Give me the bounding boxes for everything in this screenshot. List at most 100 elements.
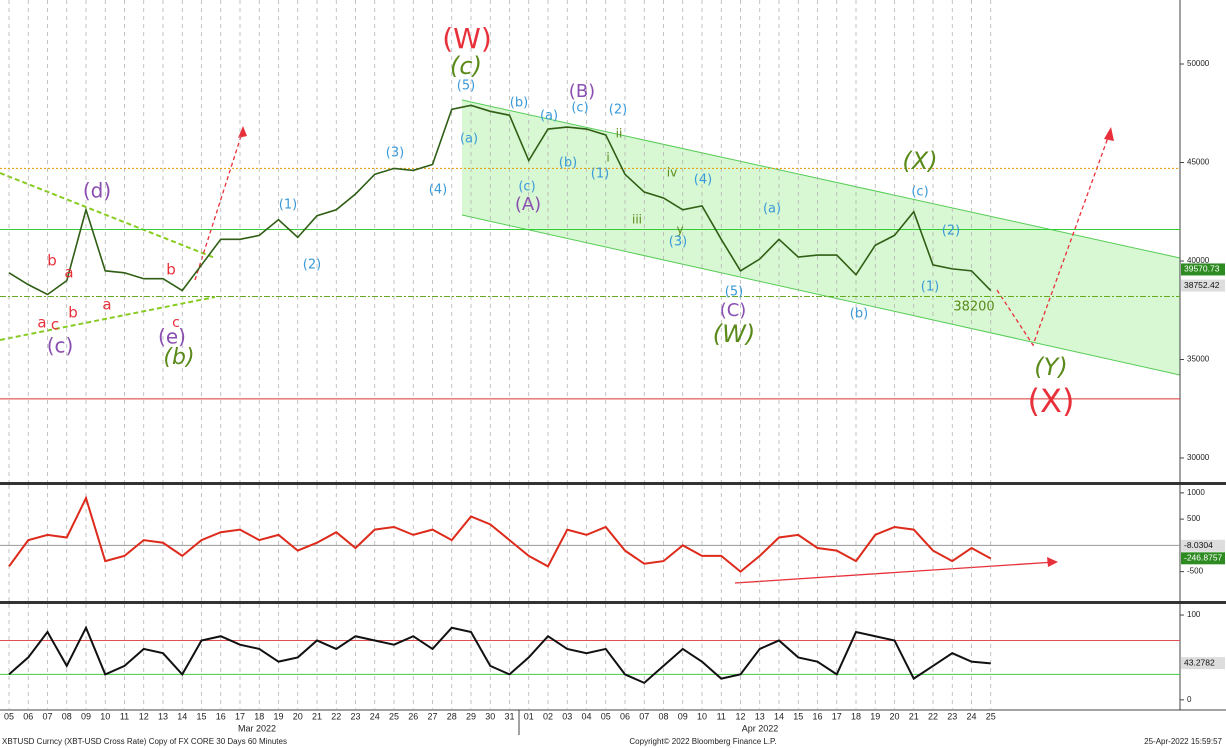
- wave-label: a: [64, 264, 73, 282]
- wave-label: iii: [632, 213, 642, 227]
- x-tick-label: 10: [697, 711, 707, 721]
- x-tick-label: 25: [389, 711, 399, 721]
- y-tick-label: -500: [1187, 567, 1204, 576]
- wave-label: a: [37, 314, 46, 332]
- x-tick-label: 21: [909, 711, 919, 721]
- x-tick-label: 18: [254, 711, 264, 721]
- wave-label: (b): [163, 345, 194, 370]
- last-value-label: 43.2782: [1184, 657, 1215, 667]
- wave-label: a: [102, 296, 111, 314]
- x-tick-label: 13: [158, 711, 168, 721]
- last-value-label: 39570.73: [1184, 264, 1220, 274]
- wave-label: (3): [386, 146, 404, 161]
- wave-label: (Y): [1034, 353, 1067, 381]
- x-tick-label: 12: [139, 711, 149, 721]
- x-tick-label: 20: [889, 711, 899, 721]
- wave-label: (1): [279, 198, 297, 213]
- x-tick-label: 08: [62, 711, 72, 721]
- wave-label: (C): [720, 300, 747, 321]
- x-tick-label: 08: [658, 711, 668, 721]
- x-tick-label: 16: [216, 711, 226, 721]
- footer-right: 25-Apr-2022 15:59:57: [1144, 737, 1222, 746]
- wave-label: (4): [694, 173, 712, 188]
- y-tick-label: 0: [1187, 695, 1192, 704]
- wave-label: iv: [667, 166, 677, 180]
- wave-label: (b): [850, 307, 868, 322]
- wave-label: (a): [763, 202, 781, 217]
- x-tick-label: 14: [774, 711, 784, 721]
- x-tick-label: 11: [717, 711, 726, 721]
- x-tick-label: 15: [196, 711, 206, 721]
- y-tick-label: 100: [1187, 610, 1201, 619]
- y-tick-label: 40000: [1187, 256, 1210, 265]
- x-tick-label: 22: [331, 711, 341, 721]
- wave-label: (b): [510, 96, 528, 111]
- x-tick-label: 06: [620, 711, 630, 721]
- wave-label: (c): [911, 185, 928, 200]
- x-tick-label: 27: [427, 711, 437, 721]
- last-value-box: [1181, 552, 1225, 565]
- x-tick-label: 29: [466, 711, 476, 721]
- x-tick-label: 17: [832, 711, 842, 721]
- wave-label: (c): [571, 101, 588, 116]
- channel-lower: [461, 214, 1181, 376]
- wave-label: i: [606, 151, 609, 165]
- last-value-label: -246.8757: [1184, 553, 1223, 563]
- wave-label: (1): [591, 167, 609, 182]
- wave-label: (W): [713, 320, 755, 348]
- wave-label: (A): [515, 194, 541, 215]
- wave-label: (X): [1028, 382, 1075, 420]
- last-value-label: 38752.42: [1184, 280, 1220, 290]
- y-tick-label: 500: [1187, 514, 1201, 523]
- wave-label: (c): [450, 52, 482, 80]
- x-tick-label: 31: [504, 711, 514, 721]
- wave-label: (1): [921, 280, 939, 295]
- x-tick-label: 17: [235, 711, 245, 721]
- wave-label: (a): [460, 132, 478, 147]
- wave-label: (c): [47, 334, 74, 358]
- x-tick-label: 25: [986, 711, 996, 721]
- x-tick-label: 26: [408, 711, 418, 721]
- series-line: [8, 104, 992, 296]
- x-tick-label: 05: [4, 711, 14, 721]
- wave-label: (5): [725, 285, 743, 300]
- last-value-box: [1181, 263, 1225, 276]
- panel-divider: [0, 601, 1226, 604]
- wave-label: (a): [540, 109, 558, 124]
- wave-label: (e): [158, 325, 186, 349]
- footer-center: Copyright© 2022 Bloomberg Finance L.P.: [629, 737, 776, 746]
- x-tick-label: 09: [81, 711, 91, 721]
- projection-arrows: [194, 129, 1111, 584]
- wave-label: (2): [942, 224, 960, 239]
- wave-label: b: [68, 304, 78, 322]
- x-tick-label: 23: [350, 711, 360, 721]
- x-tick-label: 03: [562, 711, 572, 721]
- wave-label: c: [172, 315, 180, 331]
- x-tick-label: 10: [100, 711, 110, 721]
- x-tick-label: 01: [524, 711, 534, 721]
- wave-label: ii: [616, 127, 623, 141]
- x-tick-label: 14: [177, 711, 187, 721]
- wave-label: (c): [518, 180, 535, 195]
- x-tick-label: 24: [966, 711, 976, 721]
- wave-label: y: [676, 223, 683, 237]
- y-tick-label: 45000: [1187, 158, 1210, 167]
- x-tick-label: 07: [639, 711, 649, 721]
- month-label: Mar 2022: [238, 723, 276, 733]
- x-tick-label: 11: [120, 711, 129, 721]
- x-tick-label: 16: [812, 711, 822, 721]
- wave-label: (b): [559, 156, 577, 171]
- x-tick-label: 07: [42, 711, 52, 721]
- x-tick-label: 22: [928, 711, 938, 721]
- last-value-box: [1181, 279, 1225, 292]
- footer-left: XBTUSD Curncy (XBT-USD Cross Rate) Copy …: [2, 737, 287, 746]
- x-tick-label: 09: [678, 711, 688, 721]
- last-value-label: -8.0304: [1184, 540, 1213, 550]
- x-tick-label: 21: [312, 711, 322, 721]
- y-tick-label: 35000: [1187, 355, 1210, 364]
- channel-upper: [461, 99, 1181, 259]
- panel-divider: [0, 482, 1226, 485]
- x-tick-label: 06: [23, 711, 33, 721]
- series-line: [8, 625, 991, 685]
